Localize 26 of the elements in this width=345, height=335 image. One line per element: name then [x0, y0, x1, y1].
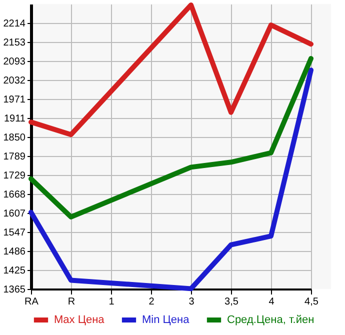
x-tick-label: RA — [24, 296, 39, 308]
y-tick-label: 1668 — [3, 190, 26, 201]
y-tick-label: 1486 — [3, 246, 26, 258]
legend-label: Max Цена — [54, 314, 106, 326]
y-tick-label: 2032 — [3, 76, 26, 87]
legend-label: Min Цена — [142, 314, 190, 326]
y-tick-label: 1971 — [3, 94, 26, 106]
y-tick-label: 2153 — [3, 38, 26, 49]
y-tick-label: 1365 — [3, 284, 26, 296]
y-tick-label: 1729 — [3, 170, 26, 182]
x-tick-label: 4 — [268, 296, 275, 308]
x-tick-label: 4,5 — [304, 296, 319, 308]
y-tick-label: 2093 — [3, 56, 26, 68]
legend-label: Сред.Цена, т.йен — [227, 314, 314, 326]
x-tick-label: 3 — [188, 296, 195, 308]
y-tick-label: 1547 — [3, 228, 26, 238]
x-tick-label: 1 — [108, 296, 115, 308]
y-tick-label: 1850 — [3, 132, 26, 144]
y-tick-label: 1425 — [3, 266, 26, 277]
y-tick-label: 1911 — [4, 114, 26, 124]
y-tick-label: 1607 — [3, 208, 26, 220]
x-tick-label: 2 — [148, 296, 155, 308]
x-tick-label: 3,5 — [224, 296, 239, 308]
y-tick-label: 2214 — [3, 18, 26, 30]
x-tick-label: R — [68, 296, 76, 308]
y-tick-label: 1789 — [3, 152, 26, 163]
